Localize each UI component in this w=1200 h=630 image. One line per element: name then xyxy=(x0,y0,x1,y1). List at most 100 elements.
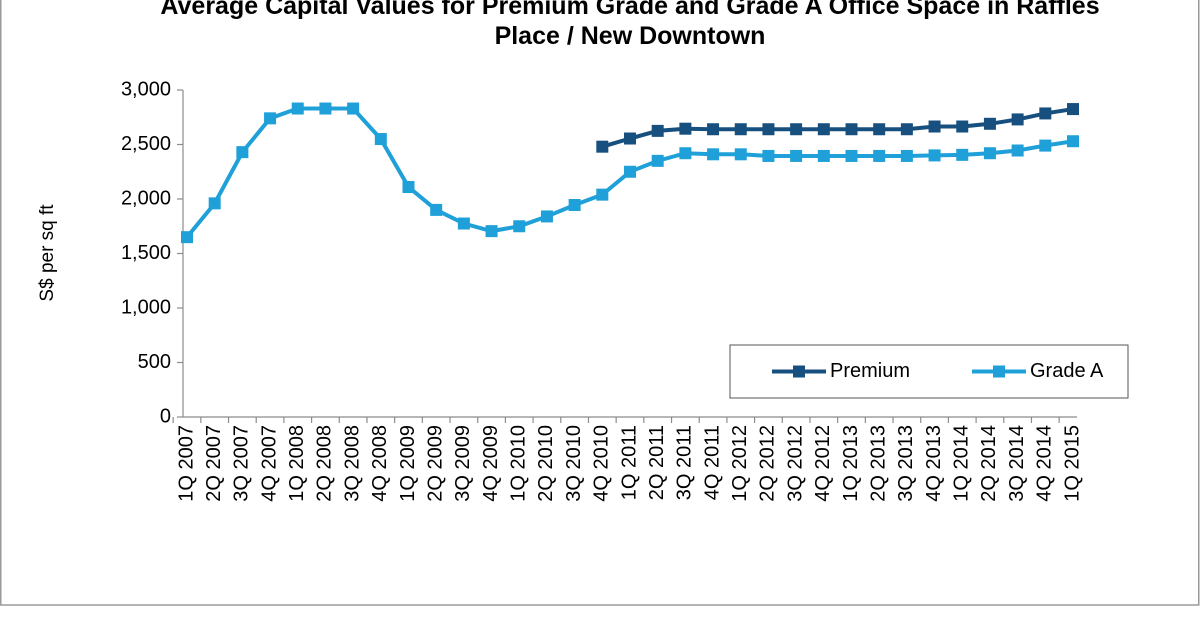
y-tick-label: 2,500 xyxy=(121,133,171,155)
data-point xyxy=(596,140,609,153)
data-point xyxy=(1039,107,1052,120)
legend-marker xyxy=(793,365,805,378)
data-point xyxy=(734,123,747,136)
x-tick-label: 1Q 2008 xyxy=(286,425,308,502)
x-tick-label: 1Q 2014 xyxy=(951,425,973,502)
x-tick-label: 3Q 2013 xyxy=(895,425,917,502)
data-point xyxy=(1067,103,1079,116)
y-tick-label: 3,000 xyxy=(121,78,171,100)
data-point xyxy=(817,149,830,162)
data-point xyxy=(624,132,636,145)
series-line xyxy=(601,107,1074,149)
data-point xyxy=(513,220,526,233)
y-tick-label: 500 xyxy=(138,351,171,373)
x-tick-label: 2Q 2010 xyxy=(535,425,557,502)
x-tick-label: 3Q 2011 xyxy=(674,425,696,500)
x-tick-label: 2Q 2008 xyxy=(314,425,336,502)
data-point xyxy=(457,217,470,230)
x-tick-label: 1Q 2013 xyxy=(840,425,862,502)
data-point xyxy=(817,123,830,136)
chart-frame xyxy=(0,0,1200,606)
x-tick-label: 1Q 2011 xyxy=(618,425,640,500)
data-point xyxy=(374,133,387,146)
y-tick-label: 0 xyxy=(160,405,171,427)
data-point xyxy=(679,147,692,160)
data-point xyxy=(873,149,886,162)
y-tick-label: 2,000 xyxy=(121,187,171,209)
y-tick-label: 1,000 xyxy=(121,296,171,318)
x-tick-label: 3Q 2009 xyxy=(452,425,474,502)
data-point xyxy=(430,203,443,216)
data-point xyxy=(1067,135,1079,148)
legend-label: Grade A xyxy=(1030,360,1104,382)
data-point xyxy=(624,165,636,178)
data-point xyxy=(928,149,941,162)
x-tick-label: 1Q 2010 xyxy=(508,425,530,502)
data-point xyxy=(596,188,609,201)
data-point xyxy=(762,123,775,136)
data-point xyxy=(790,149,803,162)
data-point xyxy=(707,148,720,161)
x-tick-label: 4Q 2012 xyxy=(812,425,834,502)
data-point xyxy=(845,123,858,136)
x-tick-label: 4Q 2010 xyxy=(591,425,613,502)
x-tick-label: 4Q 2009 xyxy=(480,425,502,502)
x-tick-label: 2Q 2012 xyxy=(757,425,779,502)
data-point xyxy=(734,148,747,161)
x-tick-label: 2Q 2011 xyxy=(646,425,668,500)
data-point xyxy=(1011,144,1024,157)
x-tick-label: 3Q 2012 xyxy=(784,425,806,502)
x-tick-label: 1Q 2012 xyxy=(729,425,751,502)
data-point xyxy=(402,181,415,194)
data-point xyxy=(707,123,720,136)
x-tick-label: 1Q 2009 xyxy=(397,425,419,502)
data-point xyxy=(900,123,913,136)
x-tick-label: 4Q 2013 xyxy=(923,425,945,502)
data-point xyxy=(236,146,249,159)
data-point xyxy=(956,120,969,133)
data-point xyxy=(679,122,692,135)
x-tick-label: 2Q 2007 xyxy=(203,425,225,502)
data-point xyxy=(264,112,277,125)
data-point xyxy=(900,149,913,162)
data-point xyxy=(319,102,332,115)
x-tick-label: 3Q 2007 xyxy=(231,425,253,502)
x-tick-label: 4Q 2011 xyxy=(701,425,723,500)
data-point xyxy=(651,154,664,167)
data-point xyxy=(651,124,664,137)
data-point xyxy=(790,123,803,136)
data-point xyxy=(956,148,969,161)
x-tick-label: 1Q 2007 xyxy=(175,425,197,502)
y-tick-label: 1,500 xyxy=(121,242,171,264)
x-tick-label: 4Q 2007 xyxy=(258,425,280,502)
data-point xyxy=(208,197,221,210)
x-tick-label: 3Q 2008 xyxy=(341,425,363,502)
y-axis-label: S$ per sq ft xyxy=(37,204,58,302)
legend-marker xyxy=(993,365,1005,378)
x-tick-label: 4Q 2014 xyxy=(1034,425,1056,502)
data-point xyxy=(845,149,858,162)
data-point xyxy=(1011,113,1024,126)
x-tick-label: 2Q 2009 xyxy=(424,425,446,502)
x-tick-label: 2Q 2013 xyxy=(867,425,889,502)
data-point xyxy=(873,123,886,136)
data-point xyxy=(291,102,304,115)
data-point xyxy=(181,231,193,244)
data-point xyxy=(928,120,941,133)
data-point xyxy=(568,198,581,211)
x-tick-label: 2Q 2014 xyxy=(978,425,1000,502)
data-point xyxy=(983,147,996,160)
data-point xyxy=(1039,139,1052,152)
x-tick-label: 3Q 2010 xyxy=(563,425,585,502)
data-point xyxy=(983,117,996,130)
legend-label: Premium xyxy=(830,360,910,382)
x-tick-label: 4Q 2008 xyxy=(369,425,391,502)
chart-title: Average Capital Values for Premium Grade… xyxy=(160,0,1100,50)
data-point xyxy=(485,225,498,238)
data-point xyxy=(762,149,775,162)
data-point xyxy=(540,210,553,223)
x-tick-label: 3Q 2014 xyxy=(1006,425,1028,502)
x-tick-label: 1Q 2015 xyxy=(1061,425,1083,502)
